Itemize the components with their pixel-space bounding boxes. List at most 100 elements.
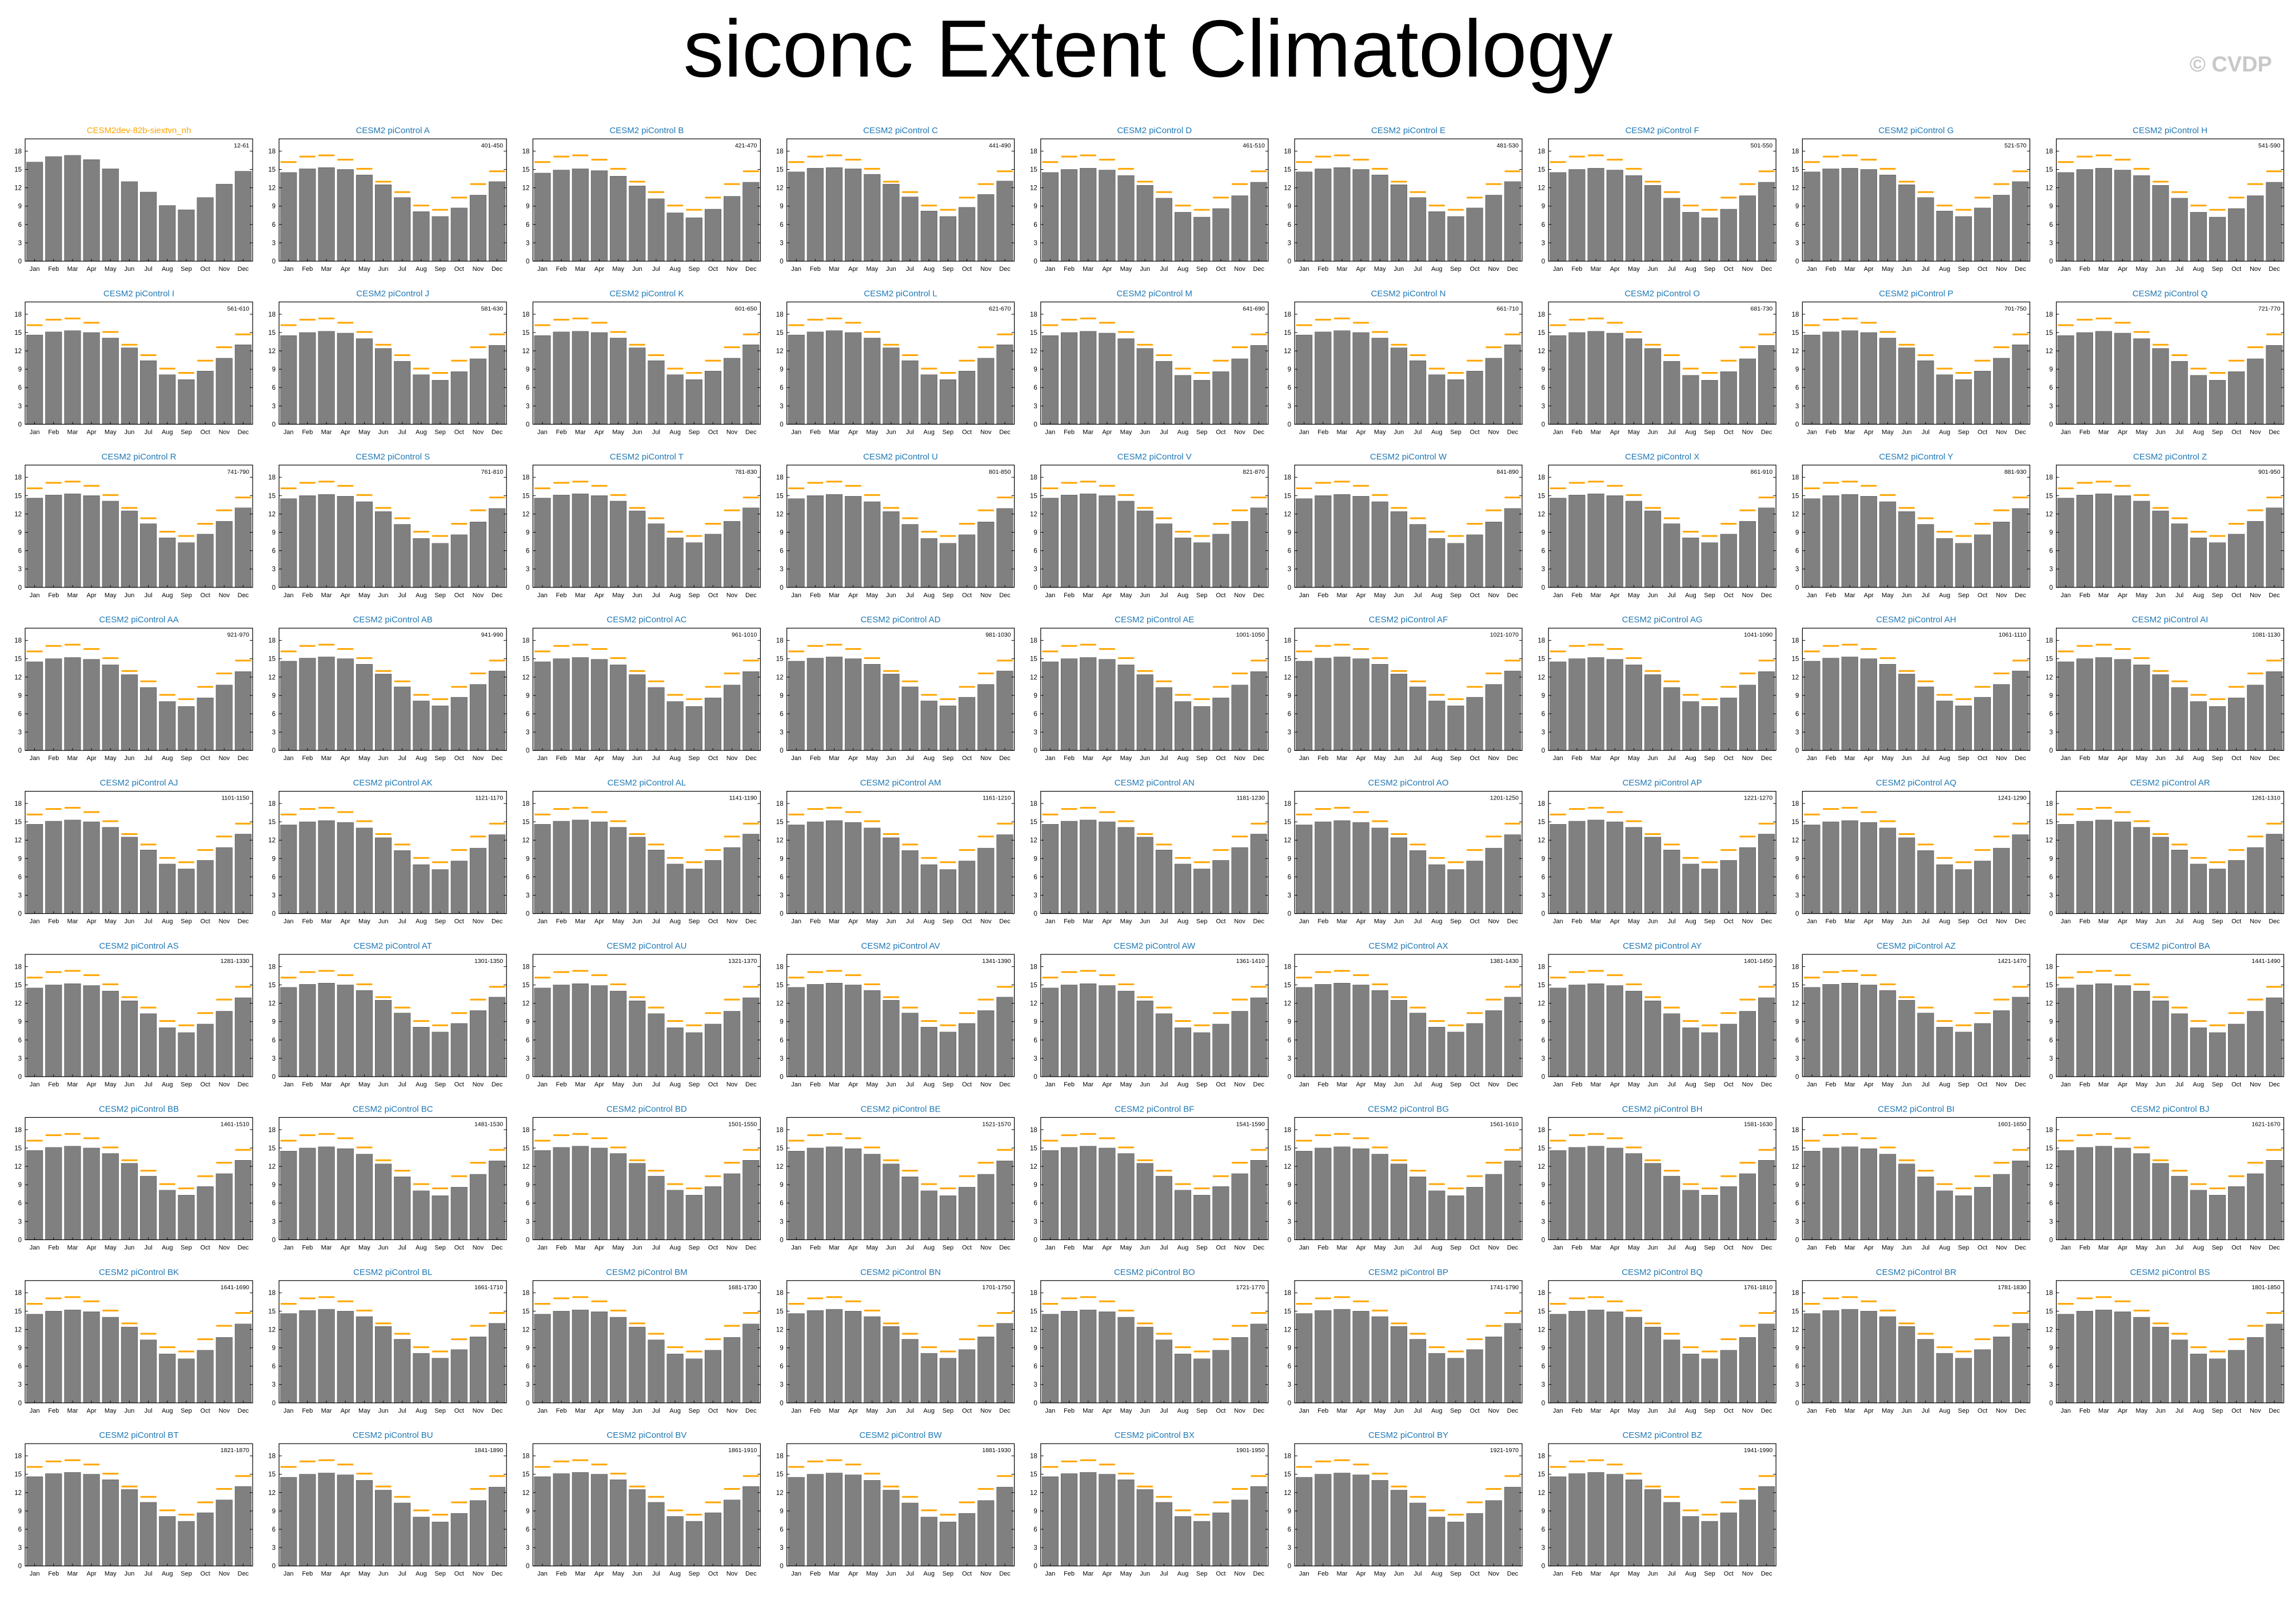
bar	[1606, 1148, 1623, 1240]
x-tick-label: Nov	[218, 755, 230, 762]
y-tick-label: 15	[2046, 819, 2053, 826]
bar	[590, 1312, 608, 1404]
bar	[1504, 834, 1521, 914]
bar	[1758, 182, 1775, 262]
bar	[102, 827, 119, 914]
x-tick-label: Jun	[1648, 755, 1658, 762]
x-tick-label: Feb	[810, 1244, 821, 1251]
x-tick-label: Jan	[1045, 429, 1056, 435]
panel-title: CESM2 piControl H	[2133, 126, 2207, 135]
bar	[845, 1311, 862, 1404]
y-tick-label: 3	[272, 1218, 275, 1225]
bar	[1701, 380, 1718, 425]
bar	[140, 687, 157, 751]
bar	[1080, 820, 1097, 914]
x-tick-label: Nov	[980, 1244, 992, 1251]
bar	[64, 1309, 81, 1404]
bar	[234, 834, 251, 914]
bar	[159, 1353, 176, 1404]
x-tick-label: Nov	[1996, 918, 2007, 925]
bar	[2133, 501, 2150, 588]
x-tick-label: Oct	[1724, 918, 1734, 925]
panel-years: 701-750	[2004, 305, 2027, 312]
panel-title: CESM2 piControl AZ	[1876, 941, 1955, 951]
y-tick-label: 18	[268, 1127, 275, 1134]
bar	[356, 664, 373, 751]
y-tick-label: 18	[14, 801, 22, 808]
bar	[1250, 834, 1267, 914]
y-tick-label: 3	[1542, 1218, 1545, 1225]
x-tick-label: Feb	[2079, 429, 2090, 435]
bar	[2076, 1147, 2093, 1240]
x-tick-label: Feb	[1317, 755, 1328, 762]
x-tick-label: Aug	[1431, 429, 1443, 435]
y-tick-label: 3	[272, 240, 275, 247]
bar	[1296, 1150, 1313, 1240]
bar	[1428, 374, 1446, 425]
bar	[996, 1323, 1013, 1404]
y-tick-label: 3	[1033, 566, 1037, 573]
bar	[1212, 1024, 1229, 1077]
bar	[1758, 834, 1775, 914]
bar	[2152, 185, 2169, 262]
x-tick-label: Jan	[30, 1081, 40, 1088]
y-tick-label: 6	[2049, 1037, 2053, 1044]
x-tick-label: Sep	[1958, 918, 1970, 925]
x-tick-label: Oct	[962, 1081, 972, 1088]
bar	[666, 1028, 684, 1077]
x-tick-label: Jul	[398, 592, 406, 599]
panel-title: CESM2 piControl I	[103, 289, 174, 298]
x-tick-label: Nov	[726, 1081, 738, 1088]
x-tick-label: Sep	[1450, 755, 1462, 762]
y-tick-label: 18	[776, 964, 784, 970]
panel-title: CESM2 piControl AP	[1623, 778, 1702, 788]
y-tick-label: 3	[1795, 403, 1799, 410]
x-tick-label: Aug	[1431, 1244, 1443, 1251]
bar	[469, 848, 487, 914]
page-title: siconc Extent Climatology	[0, 3, 2296, 95]
y-tick-label: 9	[272, 1345, 275, 1352]
bar	[1860, 1148, 1878, 1240]
x-tick-label: Feb	[1571, 592, 1582, 599]
x-tick-label: Dec	[745, 1081, 757, 1088]
y-tick-label: 15	[522, 1308, 530, 1315]
bar	[1447, 216, 1464, 262]
x-tick-label: Aug	[1939, 755, 1950, 762]
x-tick-label: Dec	[238, 1408, 249, 1414]
y-tick-label: 9	[272, 693, 275, 699]
x-tick-label: Jun	[886, 1081, 896, 1088]
y-tick-label: 3	[780, 1218, 783, 1225]
bar	[1568, 332, 1586, 425]
bar	[806, 658, 824, 751]
plot-frame	[1294, 1117, 1523, 1241]
y-tick-label: 12	[14, 348, 22, 355]
x-tick-label: May	[612, 266, 624, 273]
y-tick-label: 6	[272, 222, 275, 229]
y-tick-label: 18	[1030, 1290, 1037, 1297]
x-tick-label: Oct	[962, 592, 972, 599]
bar	[1136, 510, 1153, 588]
y-tick-label: 6	[272, 1200, 275, 1207]
bar	[121, 1001, 138, 1077]
bar	[1663, 687, 1680, 751]
bar	[724, 847, 741, 914]
bar	[102, 1317, 119, 1404]
x-tick-label: Sep	[2212, 1244, 2223, 1251]
x-tick-label: Dec	[999, 1244, 1011, 1251]
panel-title: CESM2 piControl AX	[1368, 941, 1448, 951]
x-tick-label: Aug	[669, 592, 681, 599]
bar	[1568, 821, 1586, 914]
chart-panel: CESM2 piControl AP1221-12700369121518Jan…	[1538, 778, 1776, 925]
bar	[959, 1349, 976, 1404]
x-tick-label: Jan	[30, 918, 40, 925]
bar	[1720, 860, 1737, 914]
bar	[920, 1353, 937, 1404]
y-tick-label: 12	[268, 1326, 275, 1333]
bar	[977, 358, 995, 425]
x-tick-label: Dec	[1253, 266, 1264, 273]
bar	[1587, 493, 1604, 588]
bar	[1080, 1309, 1097, 1404]
y-tick-label: 18	[1792, 311, 1799, 318]
x-tick-label: Mar	[2098, 429, 2109, 435]
bar	[45, 658, 62, 751]
